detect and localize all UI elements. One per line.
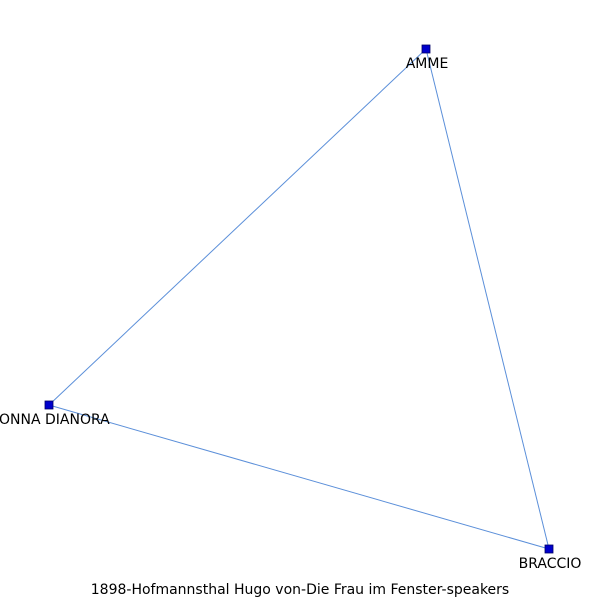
- node-label-braccio: BRACCIO: [519, 556, 582, 572]
- diagram-caption: 1898-Hofmannsthal Hugo von-Die Frau im F…: [90, 582, 510, 598]
- node-label-donna: DONNA DIANORA: [0, 412, 110, 428]
- edge-donna-braccio: [48, 404, 550, 550]
- edge-amme-donna: [48, 48, 427, 406]
- node-donna: [44, 400, 54, 410]
- node-braccio: [544, 544, 554, 554]
- nodes-layer: [44, 44, 554, 554]
- node-amme: [421, 44, 431, 54]
- node-label-amme: AMME: [406, 56, 449, 72]
- edge-amme-braccio: [425, 48, 550, 550]
- edges-layer: [48, 48, 550, 550]
- labels-layer: AMME DONNA DIANORA BRACCIO: [0, 56, 581, 572]
